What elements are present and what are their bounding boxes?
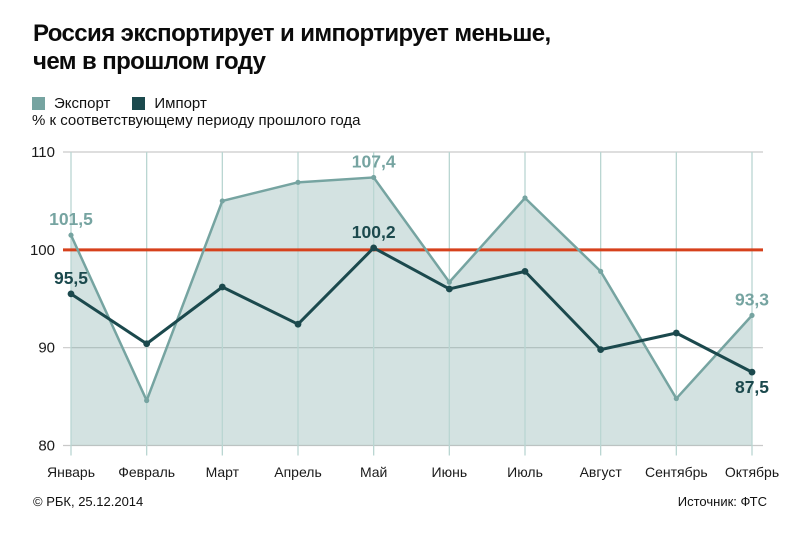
data-point-export-3: [219, 198, 225, 204]
title-line-2: чем в прошлом году: [33, 48, 266, 75]
data-point-export-9: [673, 395, 679, 402]
x-tick-label-5: Май: [360, 464, 387, 480]
y-tick-label-90: 90: [38, 340, 55, 357]
value-label-import-10: 87,5: [735, 377, 769, 397]
data-point-export-1: [68, 232, 74, 238]
data-point-import-2: [143, 340, 151, 348]
data-point-export-10: [749, 312, 755, 318]
export-color-swatch: [32, 97, 45, 110]
data-point-export-2: [144, 397, 150, 404]
data-point-import-1: [67, 290, 75, 298]
chart-subtitle: % к соответствующему периоду прошлого го…: [32, 112, 361, 129]
series-line-export: [69, 176, 753, 402]
x-tick-label-10: Октябрь: [725, 464, 779, 480]
y-tick-label-110: 110: [31, 144, 55, 161]
x-tick-label-6: Июнь: [432, 464, 468, 480]
data-point-import-9: [672, 329, 680, 337]
data-point-export-8: [598, 268, 604, 274]
x-tick-label-8: Август: [580, 464, 623, 480]
data-point-import-7: [521, 267, 529, 275]
y-tick-label-100: 100: [30, 242, 55, 259]
data-point-import-8: [597, 346, 605, 354]
title-line-1: Россия экспортирует и импортирует меньше…: [33, 20, 551, 47]
value-label-export-1: 101,5: [49, 209, 93, 229]
data-point-import-5: [370, 244, 378, 252]
x-tick-label-9: Сентябрь: [645, 464, 708, 480]
source-text: Источник: ФТС: [677, 494, 767, 509]
x-tick-label-7: Июль: [507, 464, 543, 480]
footer: © РБК, 25.12.2014 Источник: ФТС: [33, 494, 767, 509]
data-point-import-4: [294, 320, 302, 328]
x-tick-label-4: Апрель: [274, 464, 322, 480]
line-chart: 110 100 90 80 Январь Февраль Март Апрель Май Июнь…: [30, 144, 779, 480]
data-point-import-3: [218, 283, 226, 291]
data-point-import-10: [748, 368, 756, 376]
data-point-export-7: [522, 195, 528, 201]
data-point-export-4: [295, 179, 301, 185]
x-tick-label-3: Март: [206, 464, 240, 480]
page-title: Россия экспортирует и импортирует меньше…: [33, 20, 551, 76]
x-tick-label-1: Январь: [47, 464, 95, 480]
copyright-text: © РБК, 25.12.2014: [33, 494, 144, 509]
import-color-swatch: [132, 97, 146, 110]
value-label-export-10: 93,3: [735, 289, 769, 309]
legend-label-import: Импорт: [154, 95, 207, 112]
legend-item-export: Экспорт: [32, 95, 110, 112]
legend: Экспорт Импорт: [32, 95, 207, 112]
x-tick-label-2: Февраль: [118, 464, 175, 480]
series-line-import: [70, 246, 753, 374]
y-tick-label-80: 80: [38, 438, 55, 455]
legend-item-import: Импорт: [132, 95, 207, 112]
data-point-export-5: [371, 174, 377, 181]
legend-label-export: Экспорт: [54, 95, 111, 112]
value-label-import-1: 95,5: [54, 268, 88, 288]
value-label-import-5: 100,2: [352, 222, 396, 242]
data-point-export-6: [446, 279, 452, 285]
value-label-export-5: 107,4: [352, 151, 396, 171]
data-point-import-6: [445, 285, 453, 293]
area-fill-export: [71, 177, 752, 446]
